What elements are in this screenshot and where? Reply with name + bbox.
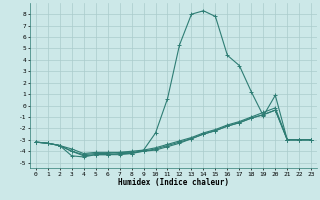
- X-axis label: Humidex (Indice chaleur): Humidex (Indice chaleur): [118, 178, 229, 187]
